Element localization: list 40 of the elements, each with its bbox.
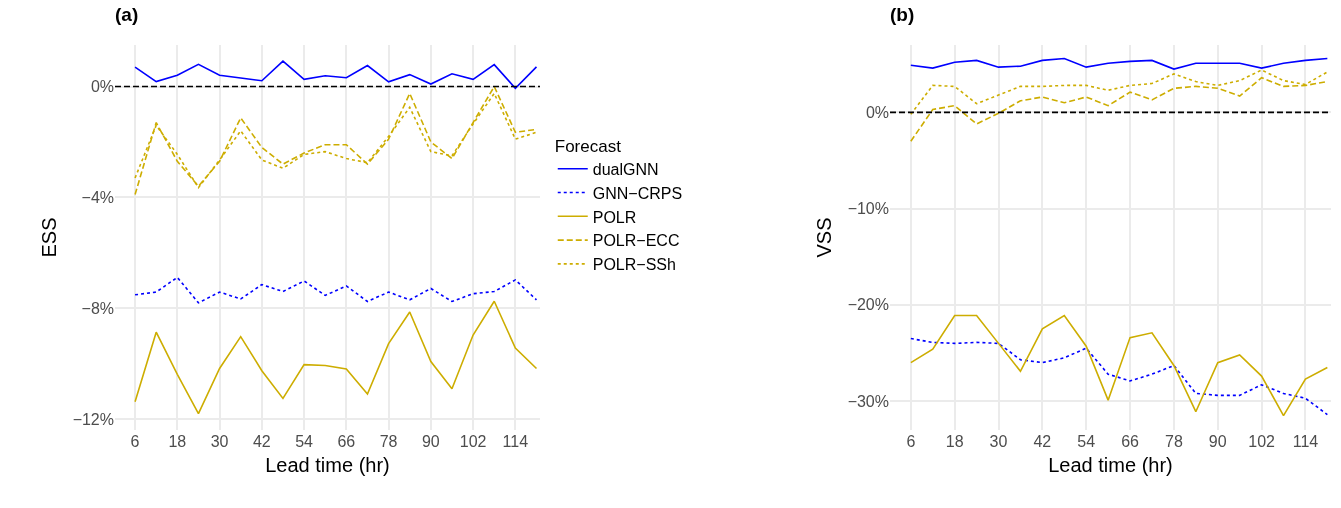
x-axis-title: Lead time (hr) bbox=[1048, 453, 1173, 476]
y-tick-label: 0% bbox=[90, 78, 114, 96]
x-tick-label: 54 bbox=[1077, 433, 1096, 450]
x-tick-label: 18 bbox=[945, 433, 964, 450]
x-tick-label: 102 bbox=[459, 433, 487, 450]
x-tick-label: 30 bbox=[989, 433, 1008, 450]
x-tick-label: 42 bbox=[252, 433, 271, 450]
y-tick-label: −12% bbox=[72, 410, 114, 428]
x-tick-label: 42 bbox=[1033, 433, 1052, 450]
y-axis-title: VSS bbox=[813, 217, 836, 258]
x-tick-label: 78 bbox=[1164, 433, 1183, 450]
x-tick-label: 78 bbox=[379, 433, 398, 450]
x-tick-label: 66 bbox=[1121, 433, 1140, 450]
x-axis-title: Lead time (hr) bbox=[265, 453, 390, 476]
x-tick-label: 114 bbox=[502, 433, 529, 450]
y-axis-title: ESS bbox=[38, 217, 61, 258]
legend-label: GNN−CRPS bbox=[592, 184, 683, 202]
x-tick-label: 6 bbox=[906, 433, 916, 450]
x-tick-label: 30 bbox=[210, 433, 229, 450]
x-tick-label: 102 bbox=[1248, 433, 1276, 450]
legend-label: POLR−SSh bbox=[592, 256, 676, 274]
x-tick-label: 18 bbox=[168, 433, 187, 450]
chart-title: (b) bbox=[890, 3, 915, 25]
y-tick-label: −20% bbox=[847, 296, 889, 314]
legend-label: POLR bbox=[592, 208, 637, 226]
y-tick-label: 0% bbox=[865, 103, 889, 121]
y-tick-label: −10% bbox=[847, 200, 889, 218]
legend-label: dualGNN bbox=[592, 160, 659, 178]
x-tick-label: 6 bbox=[130, 433, 140, 450]
y-tick-label: −8% bbox=[81, 299, 114, 317]
legend-label: POLR−ECC bbox=[592, 232, 680, 250]
x-tick-label: 90 bbox=[1208, 433, 1227, 450]
x-tick-label: 66 bbox=[337, 433, 356, 450]
y-tick-label: −30% bbox=[847, 392, 889, 410]
chart-title: (a) bbox=[115, 3, 139, 25]
legend-title: Forecast bbox=[554, 136, 622, 156]
x-tick-label: 90 bbox=[421, 433, 440, 450]
x-tick-label: 54 bbox=[295, 433, 314, 450]
y-tick-label: −4% bbox=[81, 188, 114, 206]
x-tick-label: 114 bbox=[1292, 433, 1319, 450]
